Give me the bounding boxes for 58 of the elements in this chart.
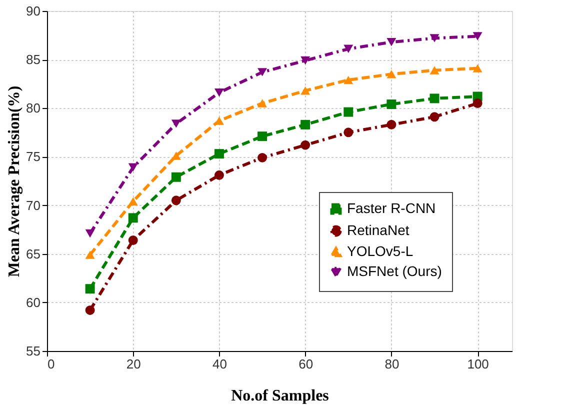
legend-label: MSFNet (Ours)	[347, 263, 442, 279]
legend-label: RetinaNet	[347, 222, 410, 238]
point	[214, 170, 224, 180]
point	[85, 284, 95, 294]
point	[258, 152, 268, 162]
point	[386, 120, 396, 130]
point	[85, 250, 95, 259]
point	[430, 66, 440, 74]
point	[171, 152, 181, 160]
y-tick-label: 65	[26, 246, 40, 262]
point	[430, 94, 440, 104]
y-tick-label: 75	[26, 149, 40, 164]
point	[300, 56, 310, 65]
point	[472, 98, 482, 108]
point	[344, 76, 354, 84]
point	[214, 88, 224, 97]
point	[258, 132, 268, 142]
point	[430, 112, 440, 122]
y-tick-label: 90	[26, 4, 40, 18]
point	[128, 213, 138, 223]
y-axis-title: Mean Average Precision(%)	[6, 86, 24, 278]
legend-label: Faster R-CNN	[347, 200, 436, 216]
x-tick-label: 60	[298, 356, 314, 372]
y-tick-label: 85	[26, 52, 40, 68]
y-tick-label: 70	[26, 198, 40, 213]
y-tick-label: 80	[26, 100, 40, 116]
x-tick-label: 20	[126, 356, 141, 372]
x-tick-label: 0	[48, 356, 55, 372]
x-tick-label: 100	[467, 356, 489, 372]
legend-label: YOLOv5-L	[347, 243, 414, 259]
point	[472, 64, 482, 72]
point	[300, 86, 310, 95]
point	[171, 196, 181, 206]
point	[386, 70, 396, 78]
point	[430, 34, 440, 42]
point	[171, 120, 181, 128]
point	[300, 140, 310, 150]
point	[171, 172, 181, 182]
y-tick-label: 55	[26, 344, 40, 358]
point	[258, 68, 268, 76]
point	[128, 197, 138, 206]
point	[344, 44, 354, 53]
x-tick-label: 40	[212, 356, 227, 372]
point	[344, 128, 354, 138]
x-axis-title: No.of Samples	[231, 388, 329, 404]
x-tick-label: 80	[384, 356, 400, 372]
point	[85, 229, 95, 238]
point	[214, 149, 224, 159]
point	[258, 99, 268, 108]
point	[128, 236, 138, 245]
point	[300, 120, 310, 130]
point	[128, 163, 138, 172]
point	[472, 32, 482, 40]
point	[386, 38, 396, 46]
point	[386, 100, 396, 109]
y-tick-label: 60	[26, 294, 40, 310]
point	[85, 305, 95, 315]
point	[344, 107, 354, 117]
